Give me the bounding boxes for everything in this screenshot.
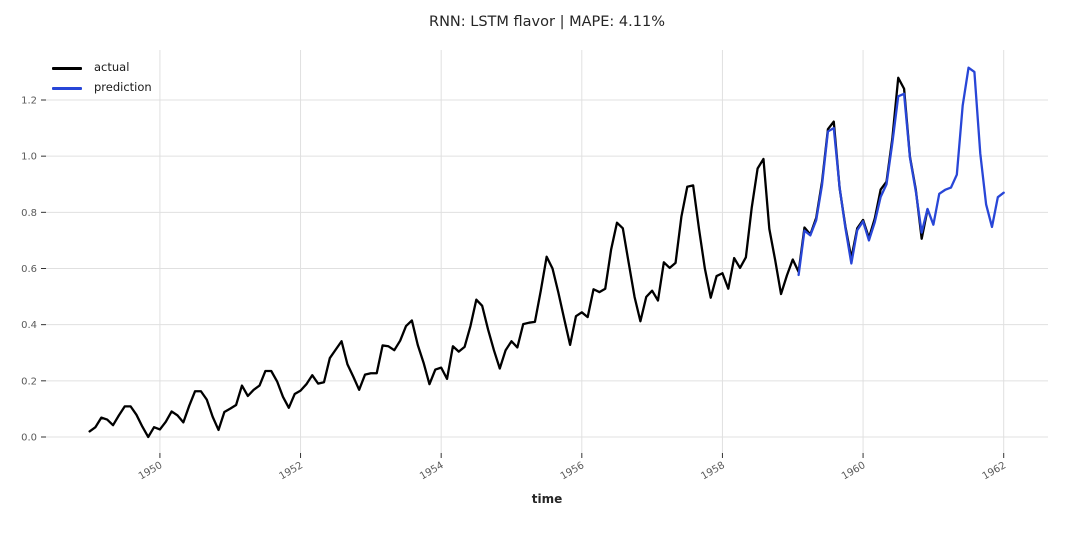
x-tick-label: 1950	[137, 460, 165, 482]
legend-label-prediction: prediction	[94, 80, 152, 95]
prediction-line-swatch	[52, 86, 82, 90]
y-tick-label: 1.0	[21, 152, 37, 163]
x-axis-label: time	[531, 492, 563, 506]
x-tick-label: 1956	[559, 460, 587, 482]
y-tick-label: 0.0	[21, 432, 37, 443]
y-tick-label: 0.4	[21, 320, 37, 331]
y-tick-label: 0.8	[21, 208, 37, 219]
chart-title: RNN: LSTM flavor | MAPE: 4.11%	[429, 14, 665, 30]
x-tick-label: 1960	[840, 460, 868, 482]
x-tick-label: 1958	[699, 460, 727, 482]
legend-label-actual: actual	[94, 60, 130, 75]
legend: actual prediction	[52, 58, 152, 98]
y-tick-label: 1.2	[21, 95, 37, 106]
y-tick-label: 0.2	[21, 376, 37, 387]
x-tick-label: 1954	[418, 460, 446, 482]
legend-item-actual: actual	[52, 58, 152, 78]
x-tick-label: 1962	[981, 460, 1009, 482]
actual-line-swatch	[52, 66, 82, 70]
actual-line	[88, 76, 929, 439]
y-tick-label: 0.6	[21, 264, 37, 275]
legend-item-prediction: prediction	[52, 78, 152, 98]
prediction-line	[797, 66, 1005, 277]
x-tick-label: 1952	[278, 460, 306, 482]
